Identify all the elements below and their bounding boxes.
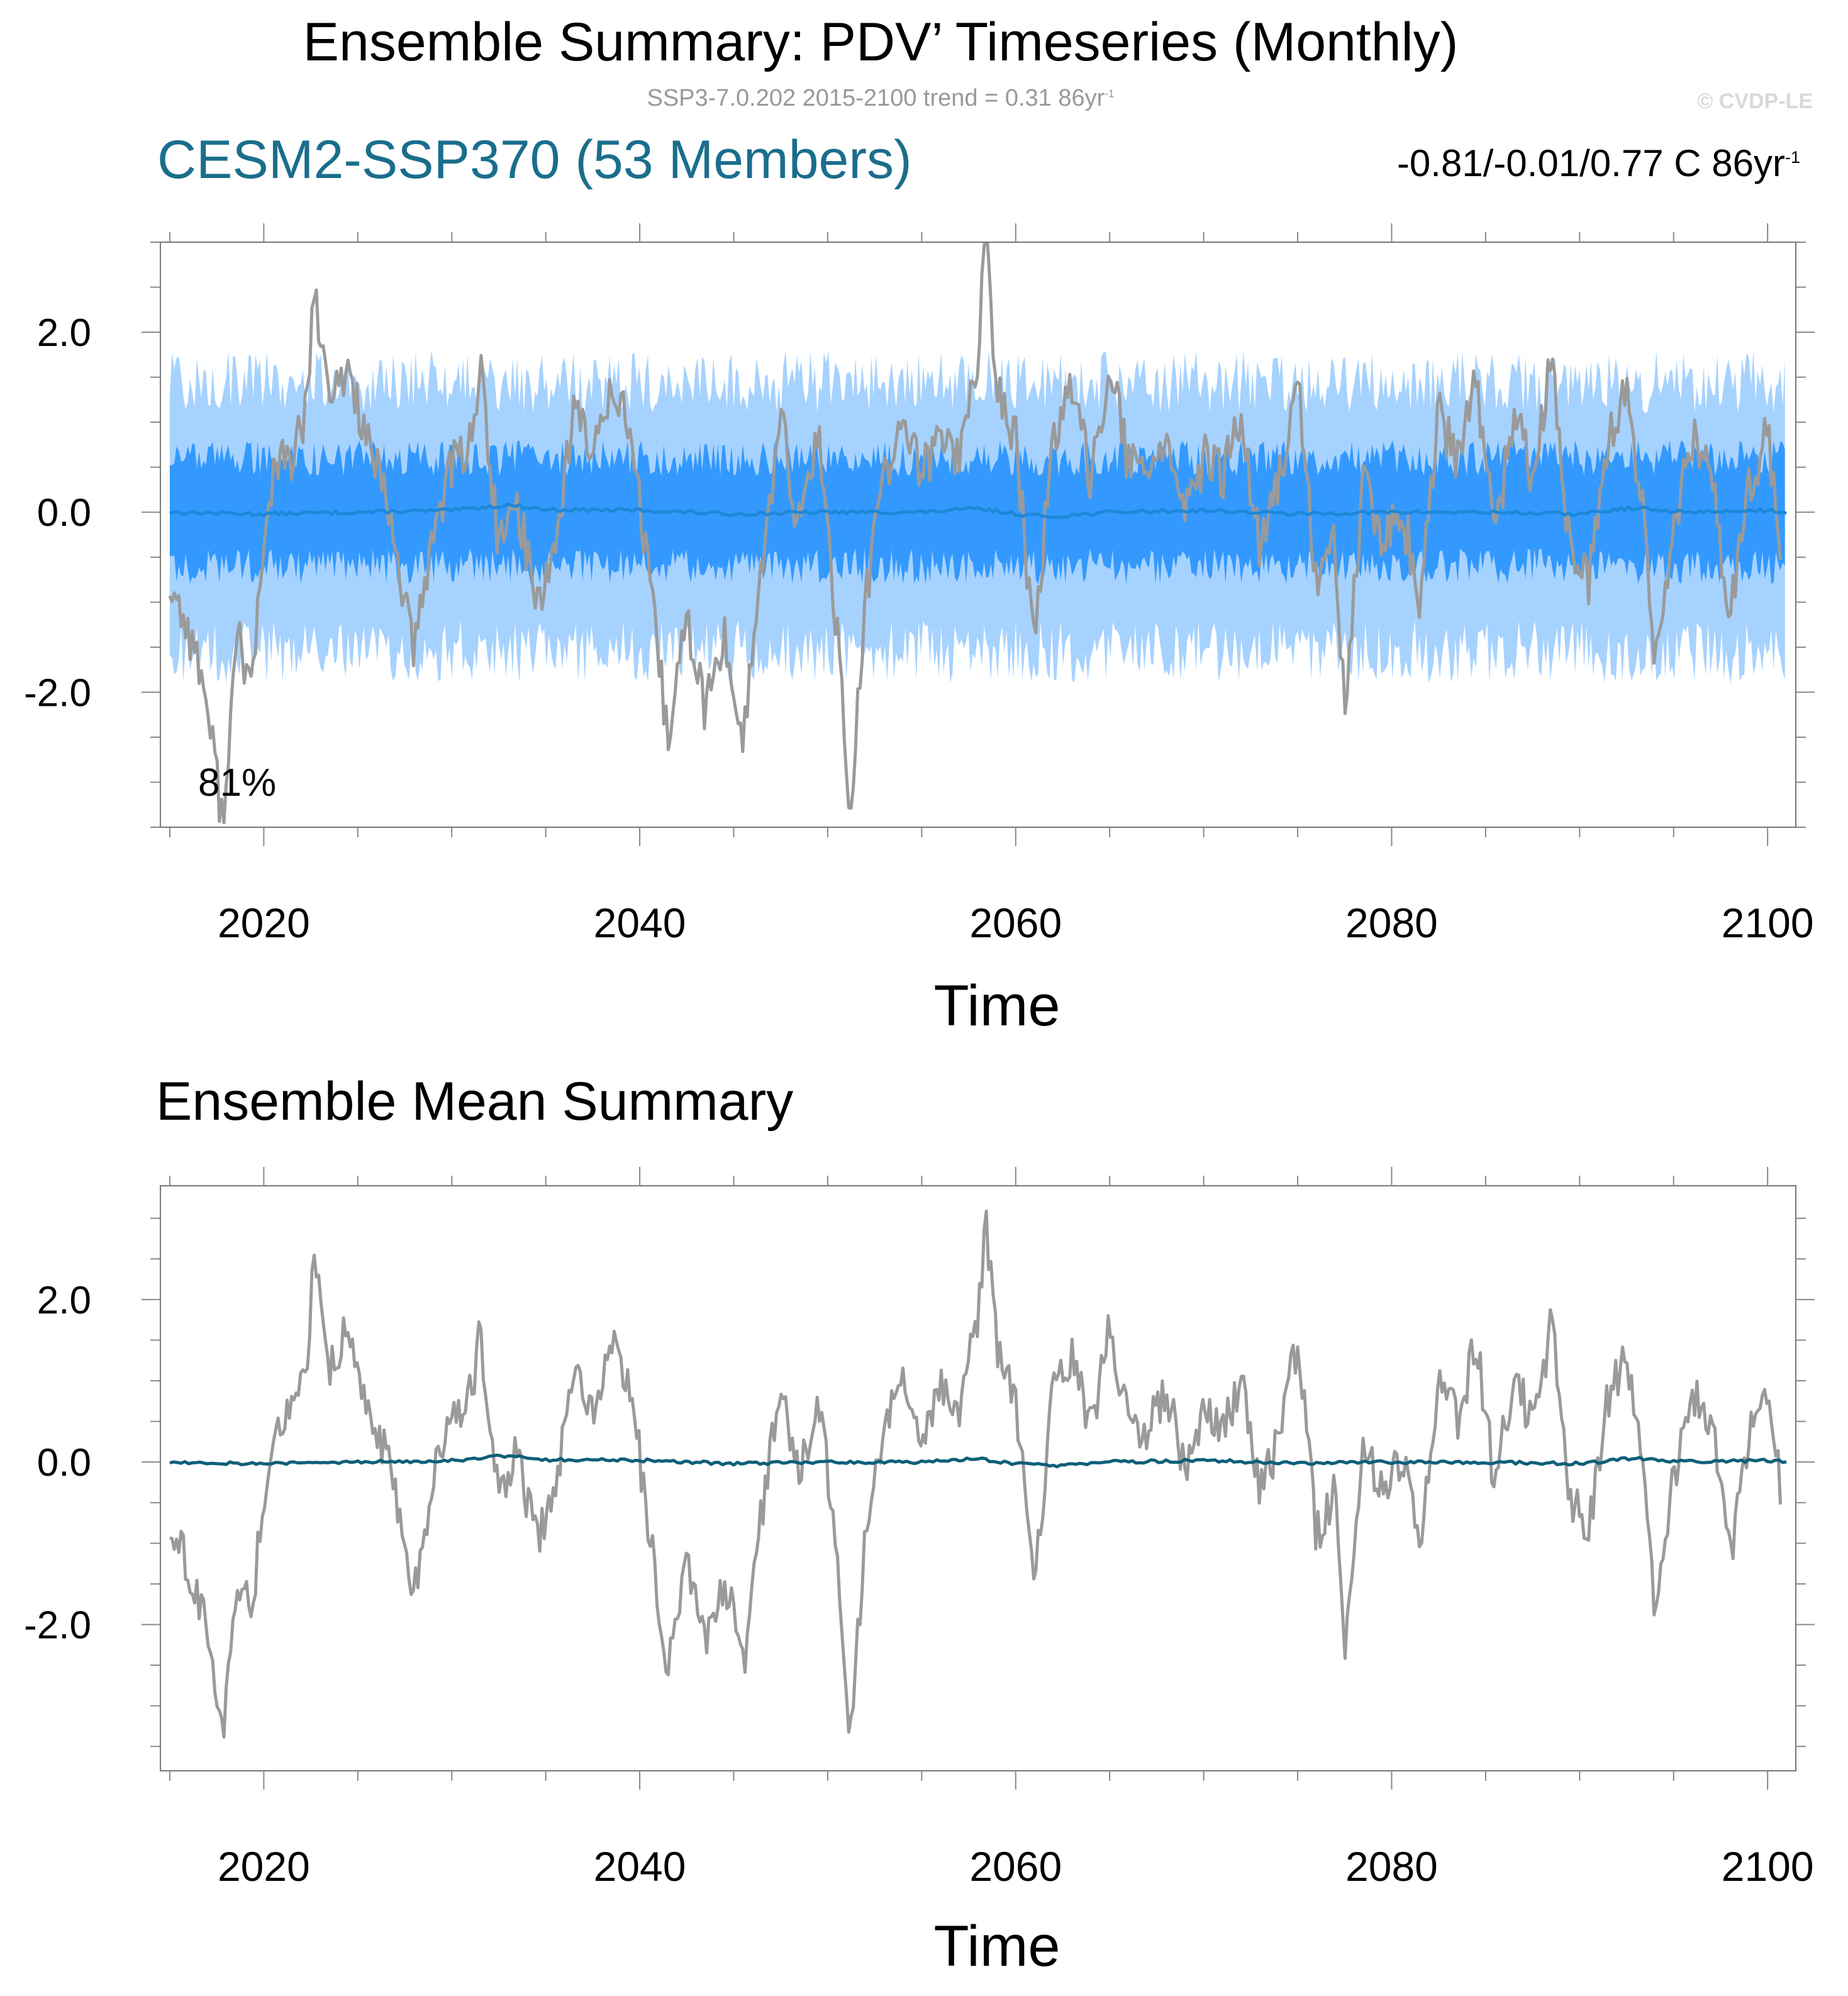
ensemble-mean-line	[169, 502, 1787, 520]
plot-frame	[160, 1185, 1796, 1771]
x-tick-label: 2040	[594, 900, 686, 946]
copyright-label: © CVDP-LE	[1697, 89, 1813, 113]
stats-text: -0.81/-0.01/0.77 C 86yr	[1396, 142, 1785, 184]
x-tick-label: 2100	[1722, 900, 1814, 946]
top-panel: -2.0 0.0 2.0 2020 2040 2060 2080 2100 Time 81%	[24, 223, 1815, 1038]
x-axis-title: Time	[933, 974, 1060, 1038]
y-tick-label: -2.0	[24, 671, 91, 715]
chart-subtitle: SSP3-7.0.202 2015-2100 trend = 0.31 86yr…	[0, 85, 1761, 112]
x-tick-label: 2100	[1722, 1843, 1814, 1890]
stats-label: -0.81/-0.01/0.77 C 86yr-1	[1397, 142, 1800, 185]
y-tick-label: -2.0	[24, 1604, 91, 1648]
plot-frame	[160, 242, 1796, 828]
chart-main-title: Ensemble Summary: PDV’ Timeseries (Month…	[303, 12, 1459, 72]
y-tick-label: 0.0	[37, 491, 91, 535]
bottom-panel: -2.0 0.0 2.0 2020 2040 2060 2080 2100 Time	[24, 1167, 1815, 1978]
ensemble-mean-line	[169, 1453, 1787, 1469]
subtitle-exponent: -1	[1105, 87, 1115, 100]
stats-exponent: -1	[1784, 148, 1800, 167]
plot-area	[168, 242, 1787, 825]
x-tick-label: 2060	[969, 1843, 1062, 1890]
model-label: CESM2-SSP370 (53 Members)	[157, 130, 912, 190]
y-tick-label: 2.0	[37, 311, 91, 355]
x-tick-label: 2080	[1345, 900, 1438, 946]
plot-area	[169, 1209, 1787, 1739]
ensemble-mean-title: Ensemble Mean Summary	[156, 1071, 794, 1132]
x-tick-label: 2020	[218, 900, 310, 946]
x-tick-label: 2040	[594, 1843, 686, 1890]
percent-annotation: 81%	[198, 761, 276, 805]
x-tick-label: 2060	[969, 900, 1062, 946]
x-tick-label: 2080	[1345, 1843, 1438, 1890]
y-tick-label: 2.0	[37, 1279, 91, 1322]
observed-series-line	[169, 1209, 1782, 1739]
subtitle-text: SSP3-7.0.202 2015-2100 trend = 0.31 86yr	[647, 85, 1105, 111]
x-tick-label: 2020	[218, 1843, 310, 1890]
y-tick-label: 0.0	[37, 1441, 91, 1485]
x-axis-title: Time	[933, 1914, 1060, 1978]
